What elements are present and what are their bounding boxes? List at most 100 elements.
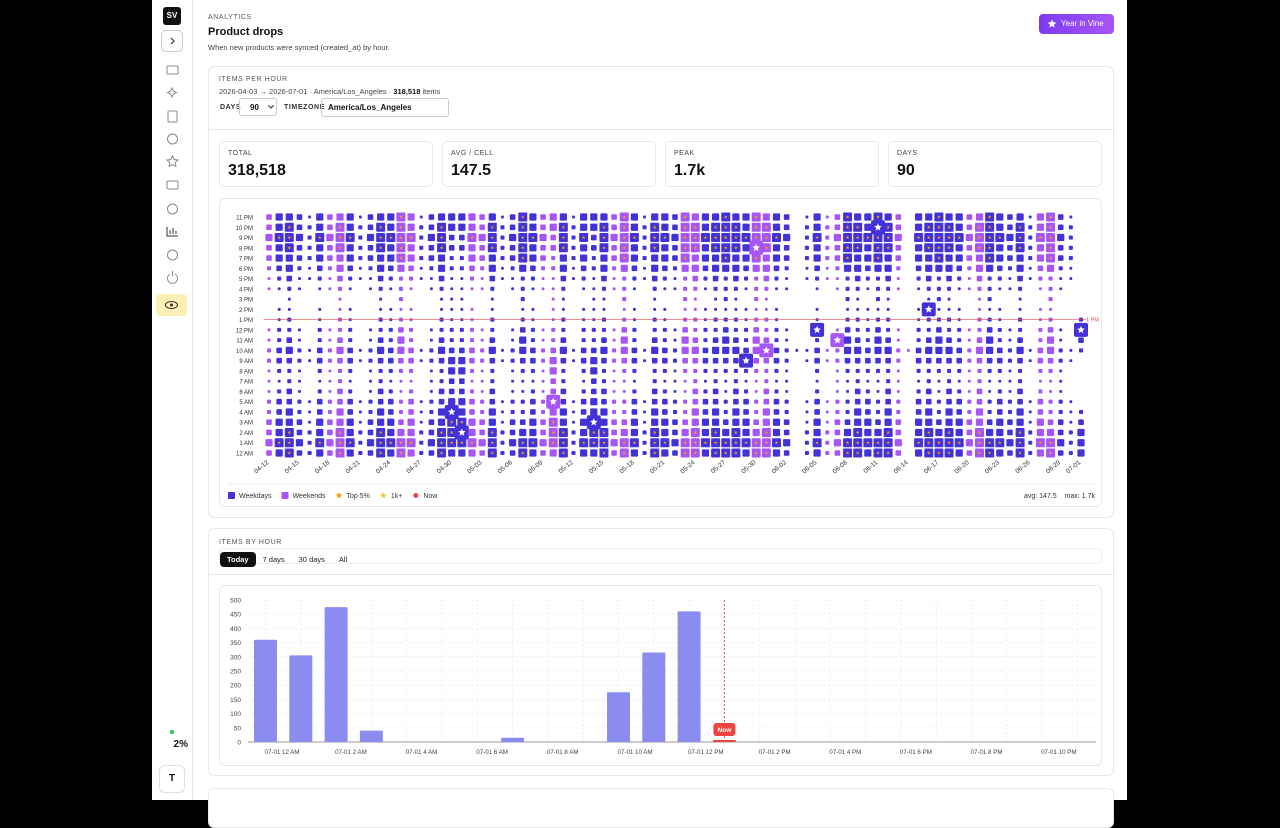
star-icon bbox=[713, 440, 718, 445]
cell bbox=[925, 398, 932, 405]
cell bbox=[509, 244, 516, 251]
cell bbox=[328, 389, 332, 393]
cell bbox=[673, 287, 677, 291]
cell bbox=[806, 329, 808, 331]
cell bbox=[1077, 439, 1085, 447]
cell bbox=[833, 439, 842, 447]
date-label: 05-09 bbox=[527, 459, 545, 475]
cell bbox=[1068, 225, 1073, 230]
cell bbox=[277, 276, 282, 281]
cell bbox=[327, 255, 333, 261]
stat-value: 90 bbox=[897, 162, 915, 179]
cell bbox=[398, 357, 404, 364]
nav-docs[interactable] bbox=[167, 110, 178, 123]
cell bbox=[691, 418, 699, 426]
cell bbox=[602, 297, 606, 301]
cell bbox=[419, 410, 423, 414]
star-icon bbox=[937, 215, 941, 219]
nav-star[interactable] bbox=[165, 154, 180, 168]
cell bbox=[633, 298, 635, 300]
cell bbox=[480, 338, 484, 342]
nav-info[interactable] bbox=[167, 249, 178, 261]
cell bbox=[612, 389, 616, 393]
nav-history[interactable] bbox=[167, 133, 178, 145]
star-icon bbox=[886, 430, 890, 434]
nav-monitor[interactable] bbox=[166, 65, 179, 75]
cell bbox=[997, 276, 1002, 281]
days-select[interactable]: 90 bbox=[239, 98, 277, 116]
cell bbox=[529, 428, 537, 437]
tab[interactable]: All bbox=[338, 555, 348, 564]
cell bbox=[643, 420, 647, 424]
cell bbox=[997, 338, 1002, 343]
cell bbox=[308, 348, 312, 352]
cell bbox=[266, 419, 272, 426]
cell bbox=[275, 213, 283, 221]
nav-analytics[interactable] bbox=[166, 227, 178, 237]
cell bbox=[835, 389, 839, 393]
nav-mail[interactable] bbox=[166, 180, 179, 190]
tab[interactable]: 30 days bbox=[298, 555, 325, 564]
star-icon bbox=[937, 256, 941, 260]
cell bbox=[876, 389, 880, 393]
cell bbox=[358, 266, 362, 270]
cell bbox=[571, 235, 576, 240]
cell bbox=[825, 400, 829, 404]
hour-label: 5 AM bbox=[239, 400, 253, 406]
star-icon bbox=[734, 235, 738, 239]
cell bbox=[430, 308, 432, 310]
cell bbox=[1068, 256, 1073, 261]
star-icon bbox=[947, 235, 951, 239]
star-icon bbox=[338, 246, 342, 250]
timezone-input[interactable]: America/Los_Angeles bbox=[321, 98, 449, 117]
nav-watch-active[interactable] bbox=[156, 294, 187, 316]
nav-sparkles[interactable] bbox=[166, 86, 178, 99]
cell bbox=[511, 379, 515, 383]
cell bbox=[754, 307, 758, 311]
expand-button[interactable] bbox=[161, 30, 183, 52]
cell bbox=[997, 327, 1002, 332]
cell bbox=[926, 379, 931, 384]
cell bbox=[967, 277, 971, 281]
cell bbox=[338, 327, 343, 332]
tab[interactable]: Today bbox=[220, 552, 256, 567]
cell bbox=[815, 379, 819, 383]
star-icon bbox=[764, 225, 769, 229]
cell bbox=[947, 379, 952, 384]
cell bbox=[723, 276, 728, 281]
user-button[interactable]: T bbox=[159, 765, 185, 793]
cell bbox=[460, 297, 464, 301]
star-icon bbox=[531, 235, 535, 239]
date-label: 04-30 bbox=[436, 459, 454, 475]
days-value: 90 bbox=[250, 103, 259, 112]
cell bbox=[469, 389, 475, 394]
cell bbox=[854, 346, 862, 355]
cell bbox=[387, 398, 394, 405]
cell bbox=[742, 254, 750, 262]
cell bbox=[1007, 450, 1013, 456]
workspace-badge[interactable]: SV bbox=[163, 7, 181, 25]
cell bbox=[369, 308, 372, 310]
cell bbox=[814, 347, 820, 354]
star-icon bbox=[957, 440, 961, 445]
cell bbox=[296, 214, 303, 220]
cell bbox=[691, 213, 699, 221]
cell bbox=[916, 368, 921, 373]
year-in-vine-button[interactable]: Year in Vine bbox=[1039, 14, 1114, 34]
nav-power[interactable] bbox=[167, 271, 178, 284]
star-icon bbox=[987, 440, 992, 445]
nav-help[interactable] bbox=[167, 203, 178, 215]
cell bbox=[450, 307, 454, 311]
cell bbox=[601, 337, 607, 343]
cell bbox=[326, 233, 334, 242]
cell bbox=[1018, 379, 1023, 384]
cell bbox=[806, 339, 808, 341]
cell bbox=[408, 409, 414, 415]
cell bbox=[835, 348, 840, 353]
cell bbox=[427, 439, 436, 447]
cell bbox=[683, 307, 687, 311]
cell bbox=[572, 215, 575, 219]
cell bbox=[673, 338, 677, 342]
tab[interactable]: 7 days bbox=[262, 555, 285, 564]
cell bbox=[286, 398, 293, 405]
